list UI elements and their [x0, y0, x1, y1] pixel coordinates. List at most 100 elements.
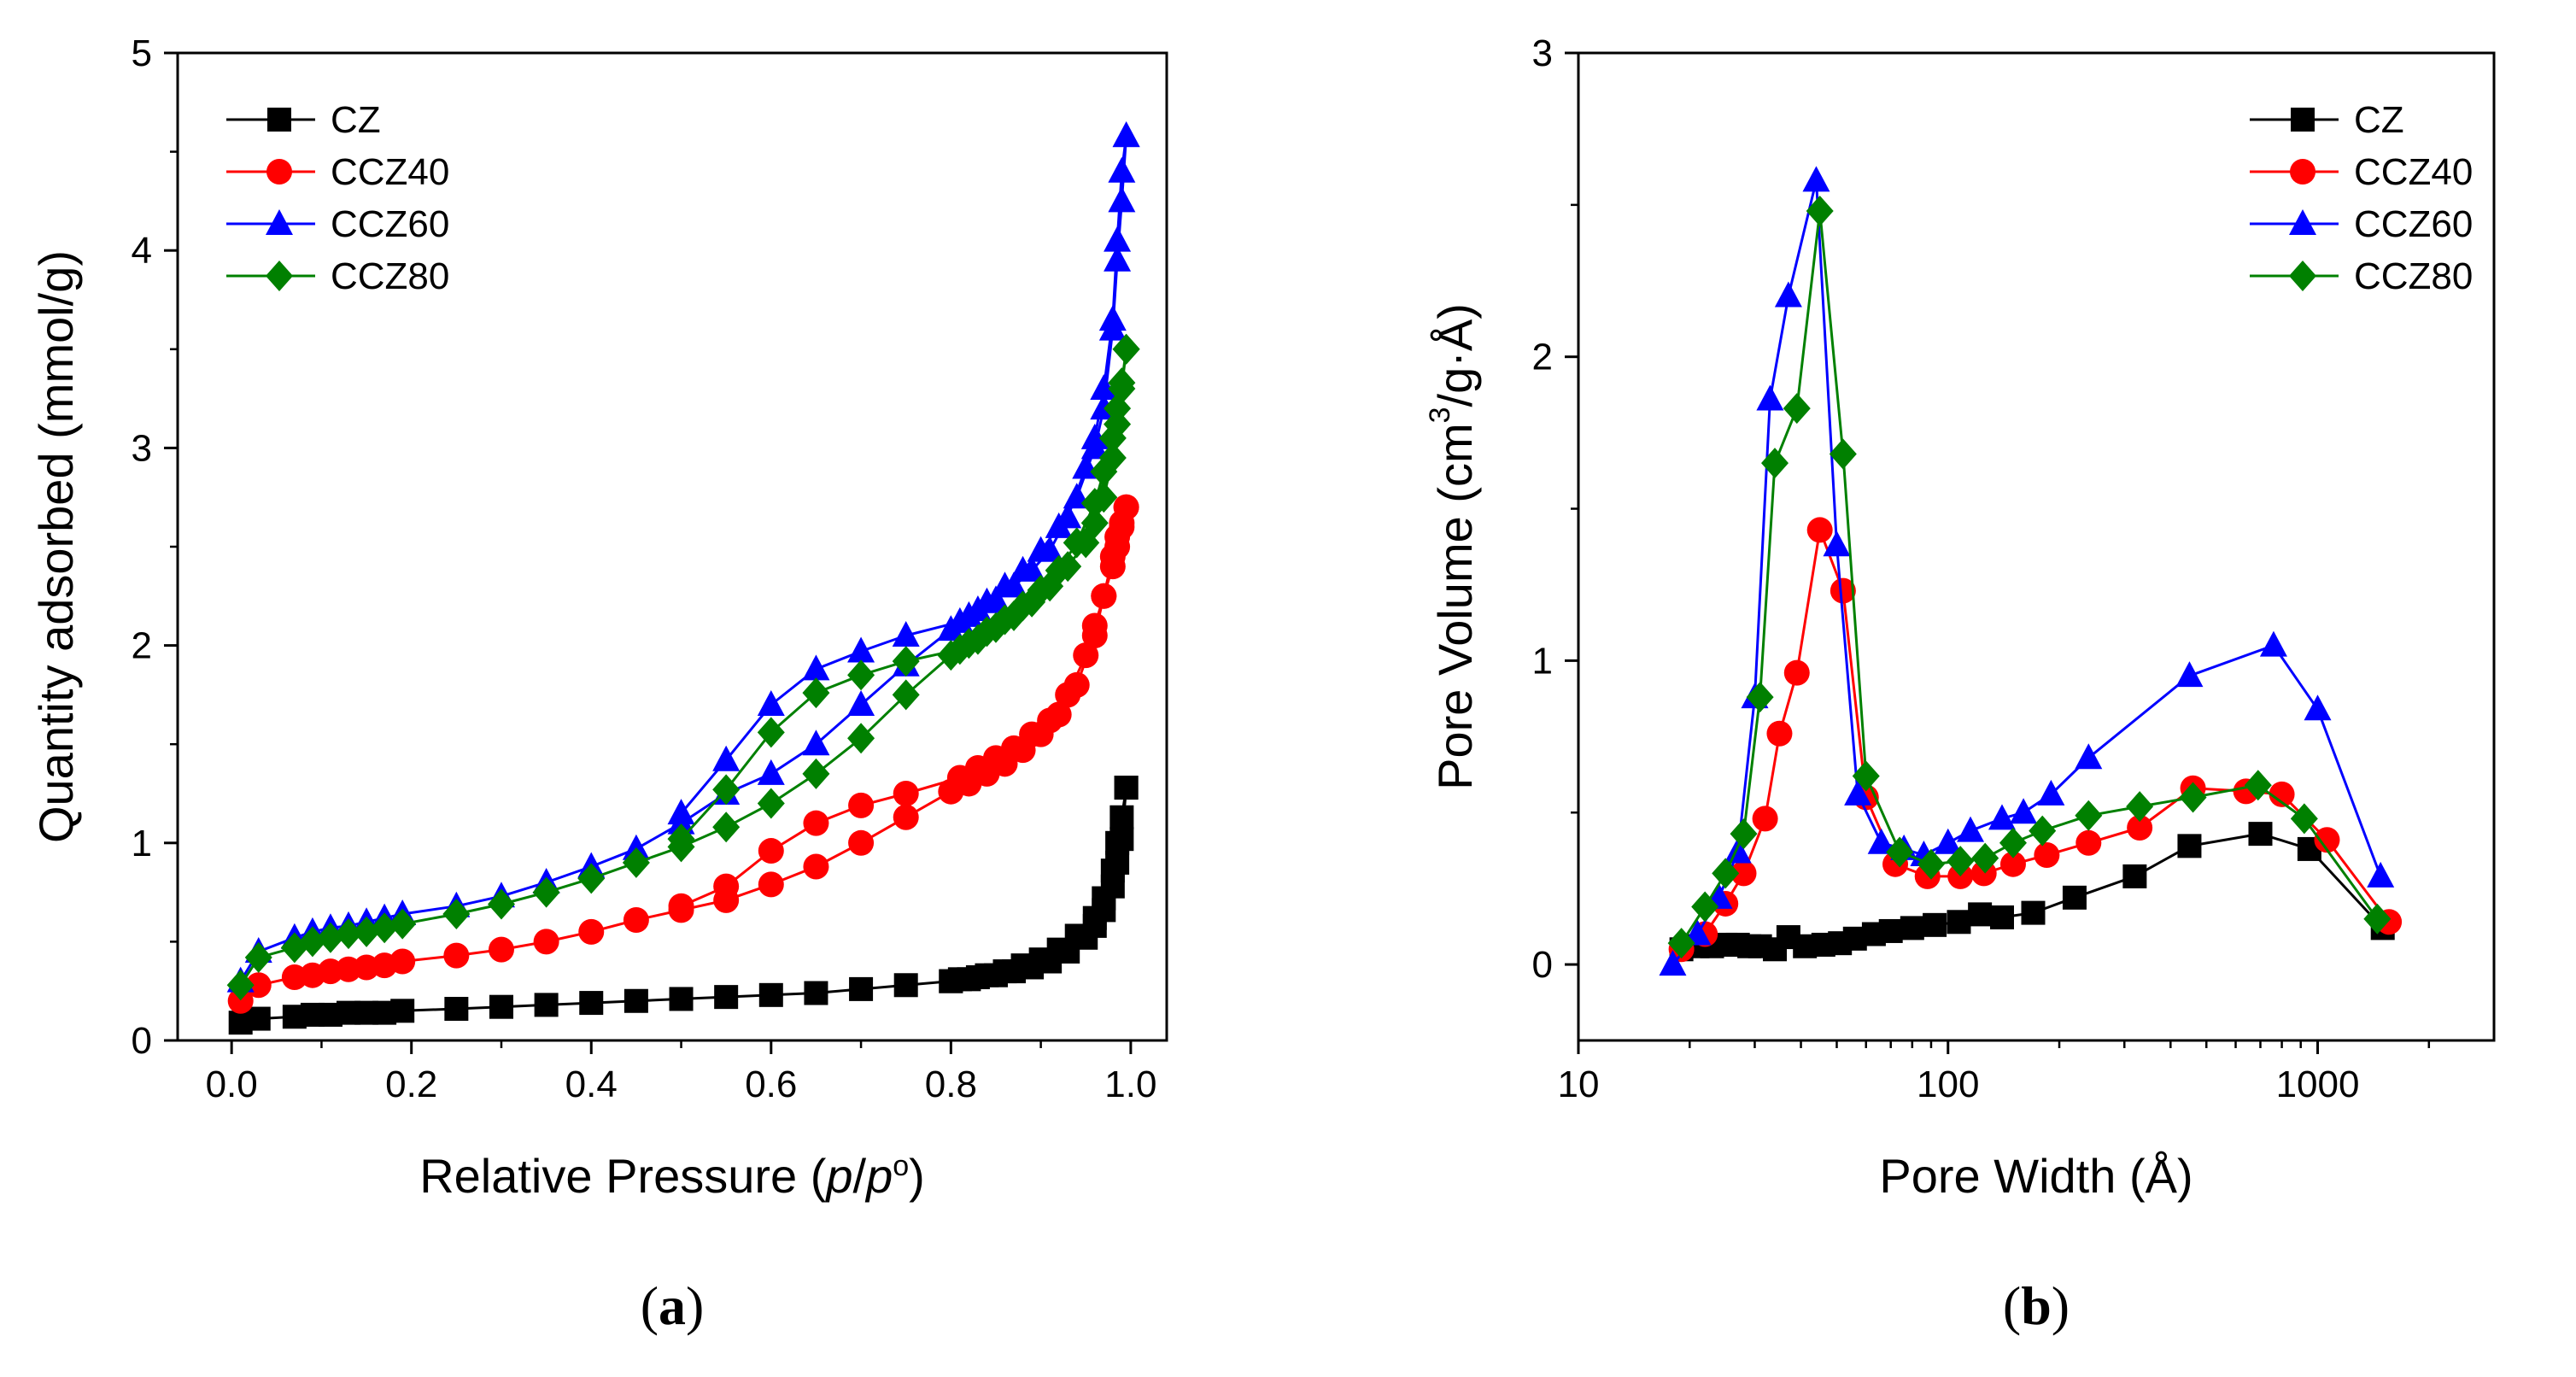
pore-cz-point [1923, 912, 1947, 937]
adsorption-cz-point [893, 973, 918, 998]
adsorption-ccz80-point [244, 941, 272, 973]
desorption-ccz80-point [712, 774, 741, 806]
pore-ccz80-point [1730, 818, 1758, 850]
pore-ccz60-point [1774, 281, 1802, 308]
pore-ccz40-point [1752, 806, 1778, 832]
desorption-ccz80-point [1108, 373, 1136, 405]
adsorption-ccz40-point [578, 918, 605, 945]
desorption-cz-point [1105, 850, 1130, 875]
legend-label-cz: CZ [2354, 99, 2404, 141]
adsorption-ccz80-point [577, 863, 606, 894]
series-b-cz [1669, 822, 2395, 962]
desorption-ccz40-point [1019, 721, 1045, 747]
pore-ccz80-point [2290, 803, 2318, 835]
adsorption-ccz80-point [298, 926, 326, 958]
pore-ccz80-line [1680, 209, 2379, 945]
panel-letter-a: a [659, 1275, 686, 1336]
y-axis-title-b: Pore Volume (cm3/g·Å) [1424, 303, 1482, 790]
pore-ccz80-point [2363, 903, 2392, 935]
desorption-ccz60-point [1000, 571, 1028, 598]
x-axis-title-a: Relative Pressure (p/po) [419, 1149, 925, 1203]
adsorption-cz-point [390, 999, 415, 1023]
pore-ccz80-point [2179, 782, 2207, 813]
pore-ccz40-point [1783, 659, 1810, 686]
adsorption-cz-point [714, 985, 739, 1010]
adsorption-cz-point [489, 994, 513, 1019]
adsorption-ccz80-point [892, 679, 920, 711]
desorption-ccz60-point [892, 621, 920, 647]
x-axis-title-a-slash: / [853, 1149, 867, 1203]
series-b-ccz80 [1667, 195, 2392, 959]
legend-label-ccz60: CCZ60 [2354, 203, 2473, 245]
desorption-ccz60-point [1098, 305, 1127, 331]
pore-ccz40-point [1830, 577, 1856, 604]
x-axis-title-a-superscript: o [893, 1150, 909, 1182]
desorption-ccz80-point [946, 634, 974, 665]
legend-marker-ccz80 [266, 261, 293, 291]
adsorption-cz-point [579, 991, 604, 1016]
y-axis-title-a: Quantity adsorbed (mmol/g) [29, 250, 83, 843]
adsorption-ccz80-point [353, 916, 381, 947]
pore-ccz60-point [1988, 804, 2016, 830]
pore-ccz40-point [2314, 827, 2340, 853]
panel-label-b: (b) [2003, 1275, 2070, 1336]
pore-ccz60-point [2367, 861, 2395, 888]
pore-ccz40-point [1766, 720, 1793, 747]
series-a-ccz40 [227, 494, 1139, 1014]
desorption-ccz40-point [946, 765, 973, 791]
panel-label-a: (a) [641, 1275, 705, 1336]
desorption-ccz80-point [1098, 442, 1127, 473]
adsorption-ccz40-point [623, 906, 649, 933]
pore-ccz60-point [1844, 779, 1872, 806]
desorption-ccz80-point [667, 823, 695, 855]
desorption-ccz40-point [668, 893, 694, 919]
adsorption-ccz40-point [848, 829, 875, 856]
pore-ccz60-point [1867, 828, 1895, 854]
pore-ccz80-point [1761, 448, 1789, 479]
desorption-cz-point [939, 969, 963, 993]
pore-ccz60-point [1724, 837, 1752, 864]
pore-ccz80-point [1691, 891, 1719, 923]
panel-a-isotherm-chart: 0.0 0.2 0.4 0.6 0.8 1.0 0 1 2 3 4 5 Quantity adsorb… [29, 32, 1168, 1336]
desorption-ccz60-point [1090, 374, 1118, 401]
desorption-ccz80-point [1000, 600, 1028, 631]
desorption-ccz60-point [712, 745, 741, 771]
adsorption-ccz80-point [442, 899, 471, 930]
legend-marker-ccz40 [2290, 159, 2315, 185]
adsorption-ccz40-point [803, 853, 829, 880]
pore-ccz60-point [2304, 694, 2332, 721]
desorption-ccz40-point [1037, 707, 1063, 734]
adsorption-ccz80-point [316, 922, 344, 953]
desorption-ccz60-point [1104, 226, 1132, 252]
pore-cz-point [1878, 918, 1903, 943]
desorption-ccz60-point [757, 689, 785, 716]
series-a-cz [228, 776, 1139, 1035]
legend-marker-ccz40 [266, 159, 292, 185]
pore-cz-point [2122, 864, 2147, 888]
adsorption-ccz80-point [532, 876, 560, 908]
series-a-ccz80 [226, 333, 1140, 1001]
pore-cz-point [1968, 902, 1993, 927]
pore-ccz80-point [1806, 195, 1834, 226]
x-tick-label-a: 0.0 [206, 1064, 258, 1105]
desorption-ccz60-point [1080, 423, 1109, 449]
panel-letter-b: b [2021, 1275, 2052, 1336]
desorption-ccz40-point [1055, 682, 1081, 708]
pore-ccz40-point [2127, 815, 2153, 841]
desorption-ccz60-point [946, 606, 974, 633]
adsorption-cz-point [534, 993, 559, 1017]
desorption-ccz80-point [1018, 586, 1046, 618]
adsorption-ccz40-point [488, 936, 514, 963]
legend-a: CZ CCZ40 CCZ60 CCZ80 [226, 99, 449, 297]
pore-ccz80-point [1917, 848, 1945, 880]
pore-ccz80-point [1947, 846, 1975, 877]
pore-ccz60-point [1823, 530, 1851, 557]
desorption-ccz60-point [1018, 555, 1046, 582]
desorption-ccz60-point [1054, 502, 1082, 529]
adsorption-ccz80-point [757, 788, 785, 819]
adsorption-cz-point [669, 987, 694, 1011]
pore-ccz40-point [1730, 860, 1757, 887]
y-tick-label-b: 2 [1532, 337, 1553, 378]
desorption-ccz40-point [1104, 534, 1131, 560]
desorption-ccz80-point [847, 659, 875, 691]
